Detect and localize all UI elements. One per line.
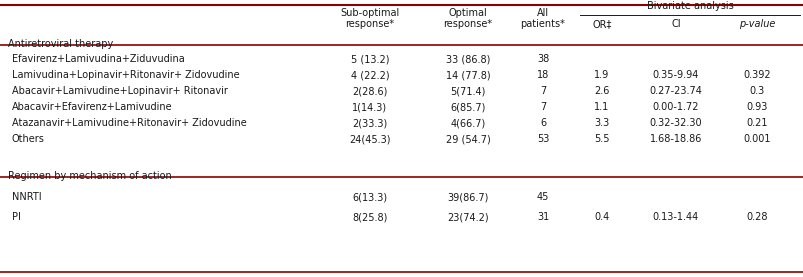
Text: 6(85.7): 6(85.7): [450, 102, 485, 112]
Text: 53: 53: [536, 134, 548, 144]
Text: 38: 38: [536, 54, 548, 64]
Text: Regimen by mechanism of action: Regimen by mechanism of action: [8, 171, 172, 181]
Text: 14 (77.8): 14 (77.8): [445, 70, 490, 80]
Text: 24(45.3): 24(45.3): [349, 134, 390, 144]
Text: 1.9: 1.9: [593, 70, 609, 80]
Text: 2(28.6): 2(28.6): [352, 86, 387, 96]
Text: 6(13.3): 6(13.3): [352, 192, 387, 202]
Text: 2(33.3): 2(33.3): [352, 118, 387, 128]
Text: Atazanavir+Lamivudine+Ritonavir+ Zidovudine: Atazanavir+Lamivudine+Ritonavir+ Zidovud…: [12, 118, 247, 128]
Text: 0.28: 0.28: [745, 212, 767, 222]
Text: Lamivudina+Lopinavir+Ritonavir+ Zidovudine: Lamivudina+Lopinavir+Ritonavir+ Zidovudi…: [12, 70, 239, 80]
Text: 18: 18: [536, 70, 548, 80]
Text: response*: response*: [443, 19, 492, 29]
Text: 0.00-1.72: 0.00-1.72: [652, 102, 699, 112]
Text: 1.68-18.86: 1.68-18.86: [649, 134, 701, 144]
Text: 5.5: 5.5: [593, 134, 609, 144]
Text: Abacavir+Lamivudine+Lopinavir+ Ritonavir: Abacavir+Lamivudine+Lopinavir+ Ritonavir: [12, 86, 227, 96]
Text: Efavirenz+Lamivudina+Ziduvudina: Efavirenz+Lamivudina+Ziduvudina: [12, 54, 185, 64]
Text: 0.4: 0.4: [593, 212, 609, 222]
Text: 5 (13.2): 5 (13.2): [350, 54, 389, 64]
Text: 0.32-32.30: 0.32-32.30: [649, 118, 702, 128]
Text: patients*: patients*: [520, 19, 565, 29]
Text: 39(86.7): 39(86.7): [446, 192, 488, 202]
Text: response*: response*: [345, 19, 394, 29]
Text: 4(66.7): 4(66.7): [450, 118, 485, 128]
Text: Abacavir+Efavirenz+Lamivudine: Abacavir+Efavirenz+Lamivudine: [12, 102, 173, 112]
Text: 0.001: 0.001: [742, 134, 770, 144]
Text: 29 (54.7): 29 (54.7): [445, 134, 490, 144]
Text: 0.21: 0.21: [745, 118, 767, 128]
Text: Optimal: Optimal: [448, 8, 487, 18]
Text: 5(71.4): 5(71.4): [450, 86, 485, 96]
Text: 7: 7: [539, 102, 545, 112]
Text: 3.3: 3.3: [593, 118, 609, 128]
Text: 0.3: 0.3: [748, 86, 764, 96]
Text: All: All: [536, 8, 548, 18]
Text: 33 (86.8): 33 (86.8): [445, 54, 490, 64]
Text: OR‡: OR‡: [592, 19, 611, 29]
Text: 45: 45: [536, 192, 548, 202]
Text: 0.93: 0.93: [745, 102, 767, 112]
Text: 0.392: 0.392: [742, 70, 770, 80]
Text: 6: 6: [540, 118, 545, 128]
Text: Antiretroviral therapy: Antiretroviral therapy: [8, 39, 113, 49]
Text: NNRTI: NNRTI: [12, 192, 42, 202]
Text: 2.6: 2.6: [593, 86, 609, 96]
Text: CI: CI: [671, 19, 680, 29]
Text: 0.35-9.94: 0.35-9.94: [652, 70, 699, 80]
Text: 31: 31: [536, 212, 548, 222]
Text: PI: PI: [12, 212, 21, 222]
Text: Bivariate analysis: Bivariate analysis: [646, 1, 732, 11]
Text: 7: 7: [539, 86, 545, 96]
Text: p-value: p-value: [738, 19, 774, 29]
Text: 1.1: 1.1: [593, 102, 609, 112]
Text: Sub-optimal: Sub-optimal: [340, 8, 399, 18]
Text: 8(25.8): 8(25.8): [352, 212, 387, 222]
Text: 0.13-1.44: 0.13-1.44: [652, 212, 699, 222]
Text: 1(14.3): 1(14.3): [352, 102, 387, 112]
Text: Others: Others: [12, 134, 45, 144]
Text: 0.27-23.74: 0.27-23.74: [649, 86, 702, 96]
Text: 23(74.2): 23(74.2): [446, 212, 488, 222]
Text: 4 (22.2): 4 (22.2): [350, 70, 389, 80]
